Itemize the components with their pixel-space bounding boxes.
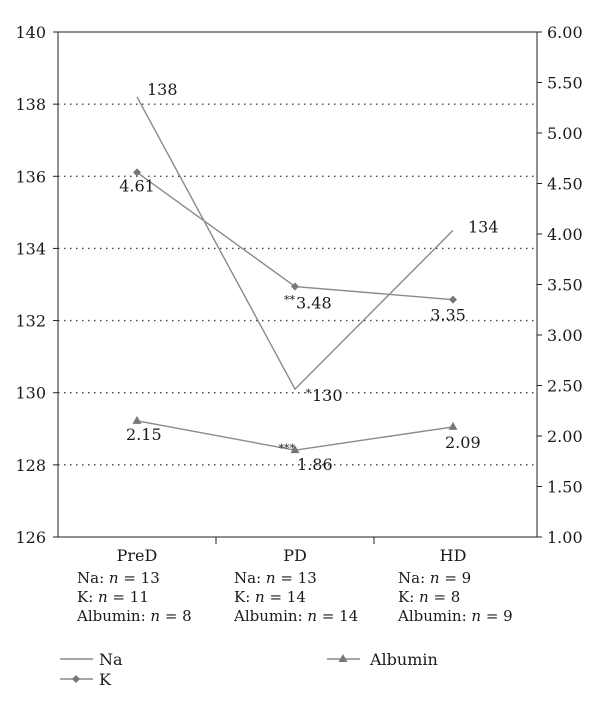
sample-size-label: Albumin: n = 9 (397, 607, 513, 625)
sample-size-label: Albumin: n = 8 (76, 607, 192, 625)
left-tick-label: 126 (15, 528, 46, 547)
sample-size-label: Albumin: n = 14 (233, 607, 358, 625)
right-tick-label: 4.00 (547, 225, 583, 244)
data-point-albumin (448, 421, 458, 430)
category-label: PreD (117, 546, 158, 565)
right-tick-label: 5.00 (547, 124, 583, 143)
category-label: HD (440, 546, 467, 565)
data-point-k (291, 282, 299, 291)
data-label-na: 134 (468, 217, 499, 236)
legend-label-k: K (99, 670, 112, 689)
data-point-k (449, 295, 457, 304)
right-tick-label: 5.50 (547, 74, 583, 93)
significance-marker: * (306, 387, 312, 400)
left-tick-label: 130 (15, 384, 46, 403)
left-tick-label: 134 (15, 239, 46, 258)
left-tick-label: 138 (15, 95, 46, 114)
data-label-albumin: 2.09 (445, 433, 481, 452)
data-point-albumin (132, 415, 142, 424)
sample-size-label: Na: n = 9 (398, 569, 471, 587)
data-label-k: 3.35 (430, 306, 466, 325)
data-label-albumin: 1.86 (297, 455, 333, 474)
right-tick-label: 3.50 (547, 276, 583, 295)
data-point-albumin (290, 445, 300, 454)
legend-marker-albumin (338, 654, 348, 662)
data-label-k: 4.61 (119, 176, 155, 195)
legend-label-albumin: Albumin (369, 650, 438, 669)
significance-marker: *** (279, 442, 296, 455)
right-tick-label: 6.00 (547, 23, 583, 42)
right-tick-label: 1.00 (547, 528, 583, 547)
right-tick-label: 2.50 (547, 377, 583, 396)
left-tick-label: 136 (15, 167, 46, 186)
left-tick-label: 140 (15, 23, 46, 42)
sample-size-label: Na: n = 13 (77, 569, 160, 587)
sample-size-label: Na: n = 13 (234, 569, 317, 587)
right-tick-label: 1.50 (547, 478, 583, 497)
data-label-na: 130 (312, 386, 343, 405)
left-tick-label: 128 (15, 456, 46, 475)
sample-size-label: K: n = 8 (398, 588, 460, 606)
right-tick-label: 3.00 (547, 326, 583, 345)
series-line-k (136, 171, 454, 301)
significance-marker: ** (284, 294, 296, 307)
legend-label-na: Na (99, 650, 123, 669)
legend-marker-k (72, 675, 80, 683)
right-tick-label: 4.50 (547, 175, 583, 194)
sample-size-label: K: n = 14 (234, 588, 306, 606)
left-tick-label: 132 (15, 312, 46, 331)
sample-size-label: K: n = 11 (77, 588, 149, 606)
series-line-na (136, 96, 454, 391)
category-label: PD (283, 546, 307, 565)
data-point-k (133, 168, 141, 177)
data-label-k: 3.48 (296, 294, 332, 313)
data-label-albumin: 2.15 (126, 425, 162, 444)
right-tick-label: 2.00 (547, 427, 583, 446)
data-label-na: 138 (147, 80, 178, 99)
